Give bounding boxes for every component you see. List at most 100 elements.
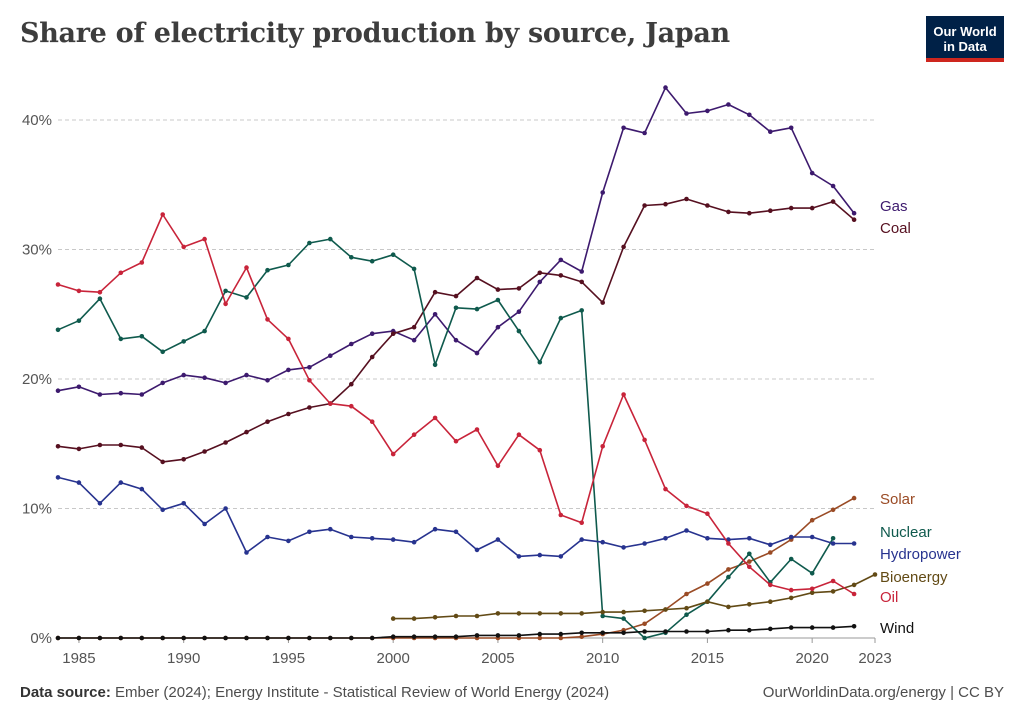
data-point-coal bbox=[369, 354, 375, 360]
data-point-gas bbox=[642, 130, 647, 136]
data-point-gas bbox=[474, 350, 480, 356]
data-point-hydropower bbox=[181, 501, 186, 506]
data-point-oil bbox=[495, 463, 501, 469]
data-point-gas bbox=[328, 353, 333, 359]
data-point-gas bbox=[55, 388, 61, 394]
data-point-hydropower bbox=[160, 507, 165, 513]
data-point-nuclear bbox=[265, 267, 270, 273]
data-point-solar bbox=[726, 567, 731, 572]
series-gas[interactable] bbox=[55, 85, 857, 397]
data-point-wind bbox=[537, 631, 543, 637]
data-point-nuclear bbox=[788, 556, 794, 562]
data-point-wind bbox=[474, 633, 480, 638]
data-point-hydropower bbox=[558, 554, 564, 559]
data-point-oil bbox=[223, 301, 228, 307]
y-tick-label: 0% bbox=[30, 630, 52, 647]
data-point-bioenergy bbox=[809, 590, 815, 595]
data-point-oil bbox=[244, 265, 249, 270]
data-point-solar bbox=[642, 621, 647, 627]
data-point-nuclear bbox=[495, 297, 501, 303]
data-point-solar bbox=[809, 517, 815, 523]
data-point-hydropower bbox=[579, 537, 584, 542]
data-point-coal bbox=[411, 324, 417, 330]
data-point-hydropower bbox=[286, 538, 291, 544]
series-bioenergy[interactable] bbox=[390, 572, 878, 621]
data-point-nuclear bbox=[244, 295, 249, 300]
data-point-wind bbox=[809, 625, 815, 630]
series-label-nuclear: Nuclear bbox=[880, 524, 932, 541]
data-point-oil bbox=[621, 392, 626, 397]
source-url-link[interactable]: OurWorldinData.org/energy | CC BY bbox=[762, 684, 1004, 701]
data-point-gas bbox=[621, 125, 626, 131]
data-point-coal bbox=[537, 270, 543, 276]
data-point-bioenergy bbox=[411, 616, 417, 621]
x-tick-label: 2010 bbox=[586, 650, 619, 667]
data-point-nuclear bbox=[97, 296, 103, 302]
data-point-gas bbox=[223, 380, 228, 386]
data-point-bioenergy bbox=[390, 616, 396, 621]
data-point-hydropower bbox=[55, 475, 61, 480]
data-point-hydropower bbox=[642, 541, 647, 546]
data-point-hydropower bbox=[223, 506, 228, 511]
x-tick-label: 2015 bbox=[691, 650, 724, 667]
series-line-hydropower bbox=[57, 476, 855, 558]
data-point-coal bbox=[286, 411, 291, 417]
data-point-coal bbox=[642, 203, 647, 208]
series-line-nuclear bbox=[57, 238, 834, 639]
data-point-bioenergy bbox=[872, 572, 878, 577]
data-point-hydropower bbox=[474, 547, 480, 553]
y-tick-label: 10% bbox=[22, 501, 52, 518]
data-point-bioenergy bbox=[537, 611, 543, 616]
y-tick-label: 40% bbox=[22, 112, 52, 129]
owid-logo[interactable]: Our World in Data bbox=[926, 16, 1004, 62]
data-point-coal bbox=[76, 446, 82, 452]
series-oil[interactable] bbox=[55, 212, 857, 597]
data-point-bioenergy bbox=[621, 609, 626, 615]
data-point-gas bbox=[432, 312, 438, 317]
data-point-coal bbox=[55, 444, 61, 449]
data-point-oil bbox=[369, 419, 375, 425]
data-point-gas bbox=[705, 108, 710, 114]
series-wind[interactable] bbox=[55, 624, 857, 641]
data-point-oil bbox=[558, 512, 564, 518]
series-label-oil: Oil bbox=[880, 589, 898, 606]
data-point-oil bbox=[76, 288, 82, 294]
data-point-hydropower bbox=[349, 534, 354, 540]
data-point-gas bbox=[181, 372, 186, 378]
data-point-coal bbox=[139, 445, 145, 450]
data-point-solar bbox=[747, 559, 752, 564]
series-hydropower[interactable] bbox=[55, 475, 857, 559]
series-coal[interactable] bbox=[55, 196, 857, 465]
data-point-bioenergy bbox=[768, 599, 773, 604]
data-point-coal bbox=[160, 459, 165, 465]
data-point-gas bbox=[851, 210, 857, 216]
data-point-gas bbox=[160, 380, 165, 386]
data-point-bioenergy bbox=[642, 608, 647, 614]
data-point-hydropower bbox=[369, 536, 375, 541]
logo-line-1: Our World bbox=[933, 24, 997, 39]
data-point-nuclear bbox=[223, 288, 228, 294]
data-point-hydropower bbox=[390, 537, 396, 542]
data-point-gas bbox=[244, 372, 249, 378]
data-point-bioenergy bbox=[663, 607, 668, 612]
data-point-hydropower bbox=[663, 536, 668, 541]
data-point-nuclear bbox=[55, 327, 61, 333]
data-point-wind bbox=[55, 635, 61, 641]
data-point-solar bbox=[537, 635, 543, 641]
data-point-oil bbox=[663, 486, 668, 492]
data-point-wind bbox=[349, 635, 354, 641]
data-point-oil bbox=[97, 289, 103, 295]
data-point-nuclear bbox=[160, 349, 165, 355]
data-point-gas bbox=[349, 341, 354, 347]
data-point-bioenergy bbox=[579, 611, 584, 616]
data-point-wind bbox=[558, 631, 564, 637]
data-point-bioenergy bbox=[705, 599, 710, 604]
data-point-coal bbox=[684, 196, 689, 202]
data-point-bioenergy bbox=[474, 613, 480, 619]
data-point-gas bbox=[809, 170, 815, 176]
data-point-oil bbox=[286, 336, 291, 342]
data-point-oil bbox=[432, 415, 438, 421]
data-point-hydropower bbox=[705, 536, 710, 541]
series-nuclear[interactable] bbox=[55, 236, 836, 641]
data-point-coal bbox=[244, 429, 249, 435]
